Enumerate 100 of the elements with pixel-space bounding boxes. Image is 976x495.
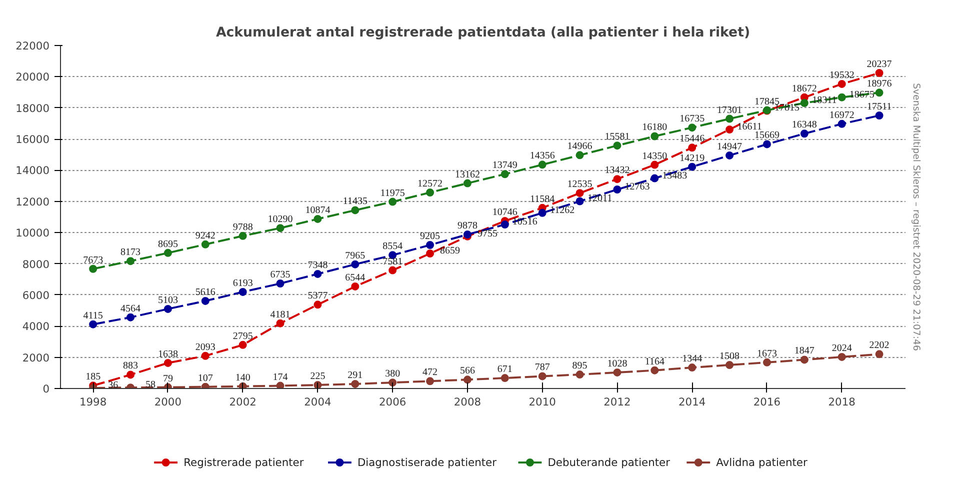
point <box>800 130 808 138</box>
point <box>201 296 210 305</box>
data-label: 6193 <box>232 278 253 289</box>
data-label: 7581 <box>382 256 403 268</box>
x-tick-label: 2004 <box>304 396 332 408</box>
data-label: 15581 <box>604 132 630 143</box>
data-label: 883 <box>123 360 138 372</box>
data-label: 4181 <box>270 309 290 320</box>
point <box>800 99 808 108</box>
x-tick-label: 2008 <box>454 396 482 408</box>
point <box>126 313 135 322</box>
point <box>314 214 322 223</box>
point <box>351 206 360 214</box>
point <box>276 224 284 232</box>
data-label: 5616 <box>195 286 216 298</box>
point <box>276 382 284 388</box>
point <box>164 304 172 313</box>
point <box>538 208 546 217</box>
y-tick-label: 12000 <box>16 195 50 208</box>
data-label: 6544 <box>345 272 366 284</box>
data-label: 13432 <box>604 165 630 176</box>
point <box>463 179 472 188</box>
data-label: 4564 <box>120 303 141 314</box>
point <box>726 151 734 160</box>
y-tick-label: 14000 <box>16 164 50 178</box>
data-label: 11584 <box>530 194 555 205</box>
point <box>426 250 434 258</box>
point <box>463 376 472 384</box>
point <box>538 160 546 169</box>
data-label: 8554 <box>382 241 403 252</box>
data-label: 2024 <box>832 342 852 354</box>
point <box>762 358 771 366</box>
point <box>613 175 622 184</box>
data-label: 1164 <box>644 356 664 368</box>
data-label: 9755 <box>477 228 498 240</box>
data-label: 1508 <box>720 350 740 362</box>
point <box>800 356 808 364</box>
point <box>500 374 509 382</box>
data-label: 7965 <box>345 250 366 262</box>
data-label: 9205 <box>420 230 440 242</box>
point <box>688 124 696 132</box>
point <box>388 266 397 274</box>
point <box>276 280 284 288</box>
x-tick-label: 2006 <box>379 396 406 408</box>
point <box>500 220 509 229</box>
data-label: 12535 <box>567 179 592 190</box>
y-tick-label: 22000 <box>16 40 50 52</box>
point <box>238 288 247 296</box>
point <box>314 300 322 309</box>
point <box>388 378 397 387</box>
x-tick-label: 2000 <box>154 396 182 408</box>
y-tick-label: 0 <box>42 382 50 396</box>
legend-label: Avlidna patienter <box>716 456 808 469</box>
data-label: 20237 <box>866 58 892 70</box>
text: Svenska Multipel Skleros – registret 2020-08-29 21:07:46 <box>910 83 922 351</box>
point <box>500 170 509 178</box>
data-label: 8659 <box>440 246 460 256</box>
y-tick-label: 20000 <box>16 70 50 84</box>
point <box>576 189 584 198</box>
data-label: 380 <box>385 368 400 380</box>
data-label: 225 <box>310 370 326 382</box>
point <box>576 151 584 160</box>
point <box>613 186 622 194</box>
point <box>164 248 172 257</box>
point <box>388 198 397 206</box>
data-label: 17301 <box>717 104 742 116</box>
data-label: 107 <box>198 372 213 384</box>
data-label: 9242 <box>195 230 216 242</box>
y-tick-label: 6000 <box>22 288 50 302</box>
x-tick-label: 2014 <box>678 396 706 408</box>
data-label: 7673 <box>83 254 104 266</box>
data-label: 11262 <box>550 204 575 216</box>
data-label: 10516 <box>512 216 538 228</box>
data-label: 2795 <box>232 330 253 342</box>
y-tick-label: 8000 <box>22 258 50 271</box>
point <box>276 319 284 328</box>
point <box>726 114 734 123</box>
point <box>688 144 696 152</box>
point <box>650 132 659 140</box>
data-label: 12011 <box>587 193 612 204</box>
data-label: 8173 <box>120 247 141 258</box>
x-tick-label: 2016 <box>753 396 781 408</box>
point <box>426 188 434 196</box>
point <box>426 377 434 386</box>
data-label: 79 <box>162 373 173 384</box>
data-label: 185 <box>86 372 101 383</box>
data-label: 5103 <box>158 294 178 306</box>
point <box>688 162 696 171</box>
point <box>576 370 584 379</box>
data-label: 2093 <box>195 342 216 353</box>
data-label: 8695 <box>158 238 178 250</box>
data-label: 140 <box>235 372 250 384</box>
data-label: 10746 <box>492 206 518 218</box>
data-label: 17845 <box>754 96 780 108</box>
data-label: 14966 <box>567 141 592 152</box>
x-tick-label: 2002 <box>229 396 256 408</box>
point <box>126 257 135 266</box>
x-tick-label: 1998 <box>80 396 107 408</box>
data-label: 1673 <box>756 348 777 360</box>
data-label: 10290 <box>268 214 293 226</box>
